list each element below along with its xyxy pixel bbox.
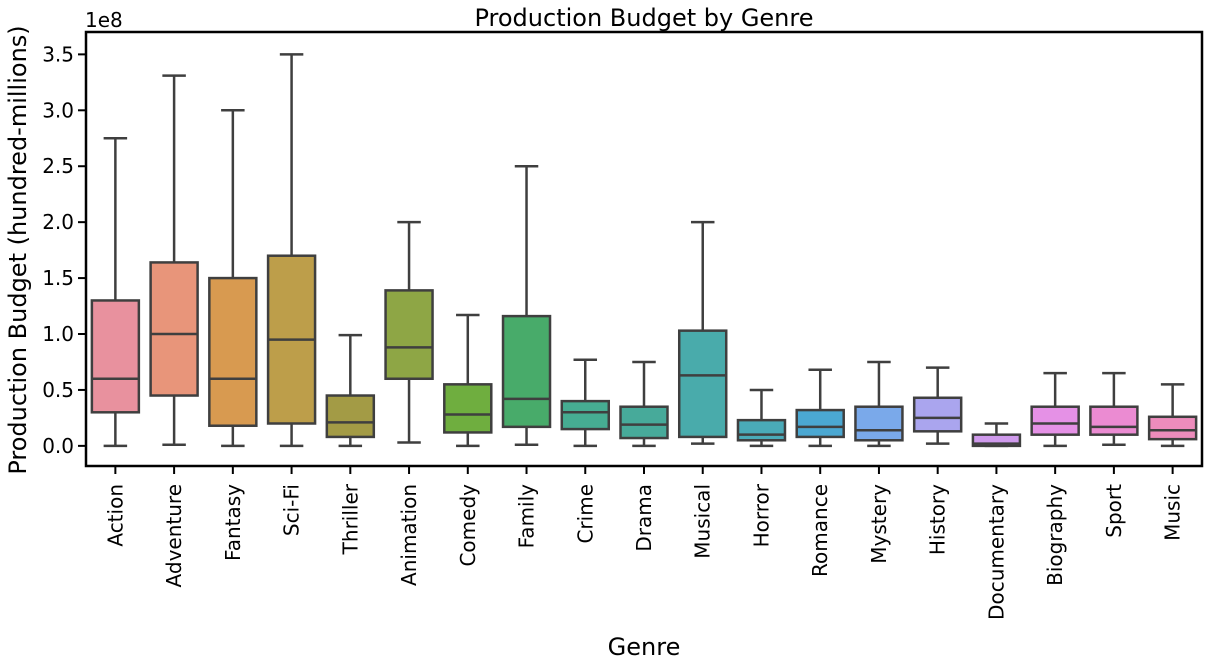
box-body	[560, 399, 611, 431]
x-tick-label: Music	[1161, 484, 1185, 541]
x-tick-label: Biography	[1043, 484, 1067, 586]
box-body	[1089, 405, 1139, 436]
x-tick-label: Family	[515, 484, 539, 549]
x-tick-label: Romance	[808, 484, 832, 577]
x-tick-label: Sport	[1102, 484, 1126, 538]
box-family	[501, 164, 552, 446]
x-tick-label: Fantasy	[221, 484, 245, 561]
box-musical	[677, 220, 728, 445]
box-biography	[1030, 371, 1080, 448]
box-body	[325, 394, 376, 439]
x-tick-label: History	[926, 484, 950, 555]
box-thriller	[325, 333, 376, 448]
box-body	[619, 405, 669, 440]
box-sport	[1089, 371, 1139, 446]
box-body	[90, 299, 141, 414]
box-body	[912, 396, 963, 433]
box-crime	[560, 358, 611, 448]
x-tick-label: Documentary	[984, 484, 1008, 620]
x-axis-title: Genre	[608, 633, 681, 661]
x-tick-label: Thriller	[338, 483, 362, 555]
box-animation	[384, 220, 434, 444]
box-mystery	[854, 360, 904, 448]
box-fantasy	[208, 109, 258, 448]
box-comedy	[443, 313, 493, 448]
y-tick-label: 1.5	[42, 266, 74, 290]
y-tick-label: 3.0	[42, 98, 74, 122]
y-tick-label: 2.5	[42, 154, 74, 178]
box-body	[795, 408, 845, 439]
x-tick-label: Sci-Fi	[280, 484, 304, 536]
box-body	[149, 261, 199, 397]
x-tick-label: Crime	[573, 484, 597, 544]
y-axis-title: Production Budget (hundred-millions)	[4, 25, 32, 474]
y-tick-label: 2.0	[42, 210, 74, 234]
x-tick-label: Musical	[691, 484, 715, 559]
y-tick-label: 0.5	[42, 378, 74, 402]
box-body	[384, 289, 434, 381]
x-tick-label: Mystery	[867, 484, 891, 564]
box-history	[912, 366, 963, 445]
box-drama	[619, 360, 669, 448]
box-action	[90, 137, 141, 448]
box-romance	[795, 368, 845, 448]
x-tick-label: Comedy	[456, 484, 480, 567]
y-tick-label: 3.5	[42, 42, 74, 66]
x-tick-label: Horror	[749, 483, 773, 547]
y-axis: 0.0 0.5 1.0 1.5 2.0 2.5 3.0 3.5	[42, 42, 86, 458]
y-tick-label: 1.0	[42, 322, 74, 346]
box-body	[736, 418, 787, 442]
x-tick-label: Adventure	[162, 484, 186, 587]
box-body	[971, 433, 1022, 448]
y-axis-offset-label: 1e8	[85, 8, 123, 32]
box-adventure	[149, 74, 199, 446]
boxes-layer	[90, 53, 1198, 448]
plot-frame	[84, 30, 1204, 468]
x-tick-label: Action	[103, 484, 127, 547]
box-sci-fi	[266, 53, 317, 448]
box-body	[854, 405, 904, 442]
chart-title: Production Budget by Genre	[474, 4, 813, 32]
box-horror	[736, 388, 787, 448]
y-tick-label: 0.0	[42, 434, 74, 458]
box-music	[1147, 383, 1198, 448]
box-body	[1147, 415, 1198, 441]
x-axis: Action Adventure Fantasy Sci-Fi Thriller Anim…	[103, 466, 1185, 620]
x-tick-label: Animation	[397, 484, 421, 586]
box-body	[677, 329, 728, 439]
box-documentary	[971, 422, 1022, 448]
box-body	[443, 383, 493, 434]
box-body	[208, 276, 258, 427]
x-tick-label: Drama	[632, 484, 656, 552]
box-body	[1030, 405, 1080, 436]
box-body	[501, 314, 552, 429]
